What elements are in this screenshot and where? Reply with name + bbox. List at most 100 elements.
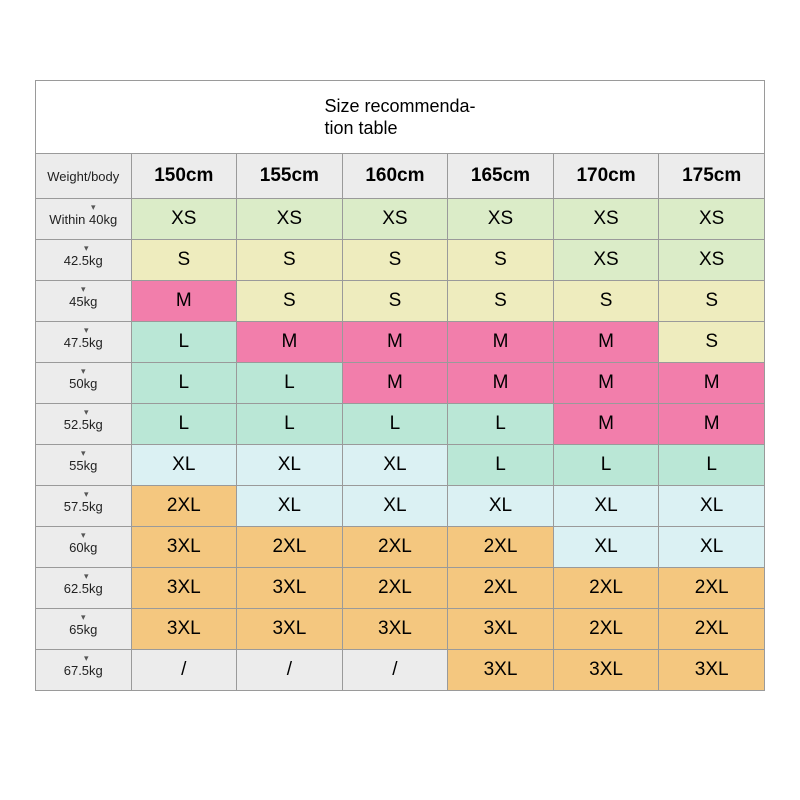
size-cell: 3XL [237, 609, 343, 650]
size-cell: S [448, 281, 554, 322]
size-cell: S [659, 281, 765, 322]
size-cell: S [553, 281, 659, 322]
table-row: 42.5kg▾ S S S S XS XS [36, 240, 765, 281]
row-label: 57.5kg▾ [36, 486, 132, 527]
size-cell: S [342, 240, 448, 281]
size-cell: L [448, 445, 554, 486]
size-cell: M [659, 404, 765, 445]
size-cell: M [342, 322, 448, 363]
size-cell: L [237, 404, 343, 445]
size-cell: 2XL [659, 568, 765, 609]
size-cell: 3XL [131, 527, 237, 568]
size-cell: S [237, 281, 343, 322]
table-row: 65kg▾ 3XL 3XL 3XL 3XL 2XL 2XL [36, 609, 765, 650]
col-header: 155cm [237, 154, 343, 199]
size-cell: 2XL [553, 568, 659, 609]
size-cell: S [448, 240, 554, 281]
size-cell: L [553, 445, 659, 486]
size-cell: XL [659, 486, 765, 527]
size-cell: L [131, 404, 237, 445]
size-cell: M [553, 322, 659, 363]
size-cell: XS [131, 199, 237, 240]
table-row: 60kg▾ 3XL 2XL 2XL 2XL XL XL [36, 527, 765, 568]
size-cell: XS [553, 199, 659, 240]
size-cell: L [659, 445, 765, 486]
table-row: Within 40kg▾ XS XS XS XS XS XS [36, 199, 765, 240]
row-label: Within 40kg▾ [36, 199, 132, 240]
size-cell: M [448, 322, 554, 363]
size-cell: / [131, 650, 237, 691]
size-cell: 3XL [659, 650, 765, 691]
row-label: 55kg▾ [36, 445, 132, 486]
size-cell: XL [237, 445, 343, 486]
size-recommendation-table: Size recommenda-tion table Weight/body 1… [35, 80, 765, 691]
size-cell: L [237, 363, 343, 404]
header-row: Weight/body 150cm 155cm 160cm 165cm 170c… [36, 154, 765, 199]
size-cell: XL [553, 486, 659, 527]
size-cell: M [553, 363, 659, 404]
row-label: 42.5kg▾ [36, 240, 132, 281]
size-cell: / [237, 650, 343, 691]
size-cell: XS [448, 199, 554, 240]
table-title: Size recommenda-tion table [36, 81, 765, 154]
size-cell: 3XL [131, 568, 237, 609]
col-header: 170cm [553, 154, 659, 199]
size-cell: XS [237, 199, 343, 240]
size-cell: 3XL [237, 568, 343, 609]
size-cell: XL [237, 486, 343, 527]
size-cell: S [237, 240, 343, 281]
size-cell: 3XL [448, 609, 554, 650]
table-row: 50kg▾ L L M M M M [36, 363, 765, 404]
size-cell: 3XL [342, 609, 448, 650]
row-label: 62.5kg▾ [36, 568, 132, 609]
size-cell: M [237, 322, 343, 363]
size-cell: 2XL [342, 527, 448, 568]
size-cell: S [342, 281, 448, 322]
size-cell: M [131, 281, 237, 322]
table-row: 57.5kg▾ 2XL XL XL XL XL XL [36, 486, 765, 527]
size-cell: 2XL [342, 568, 448, 609]
size-cell: S [659, 322, 765, 363]
size-cell: XS [553, 240, 659, 281]
table-row: 55kg▾ XL XL XL L L L [36, 445, 765, 486]
size-cell: 3XL [131, 609, 237, 650]
row-label: 45kg▾ [36, 281, 132, 322]
size-cell: XL [659, 527, 765, 568]
size-cell: XL [131, 445, 237, 486]
size-cell: 2XL [448, 527, 554, 568]
size-cell: L [131, 322, 237, 363]
size-cell: 2XL [553, 609, 659, 650]
size-cell: 2XL [131, 486, 237, 527]
size-cell: M [448, 363, 554, 404]
size-cell: XS [342, 199, 448, 240]
col-header: 150cm [131, 154, 237, 199]
size-cell: XS [659, 240, 765, 281]
row-label: 67.5kg▾ [36, 650, 132, 691]
table-row: 67.5kg▾ / / / 3XL 3XL 3XL [36, 650, 765, 691]
size-cell: XL [342, 445, 448, 486]
col-header: 165cm [448, 154, 554, 199]
row-label: 52.5kg▾ [36, 404, 132, 445]
table-row: 52.5kg▾ L L L L M M [36, 404, 765, 445]
size-cell: M [553, 404, 659, 445]
table-row: 62.5kg▾ 3XL 3XL 2XL 2XL 2XL 2XL [36, 568, 765, 609]
row-label: 47.5kg▾ [36, 322, 132, 363]
size-cell: 2XL [659, 609, 765, 650]
size-cell: L [342, 404, 448, 445]
size-cell: 2XL [237, 527, 343, 568]
row-label: 60kg▾ [36, 527, 132, 568]
table-row: 47.5kg▾ L M M M M S [36, 322, 765, 363]
size-cell: XL [553, 527, 659, 568]
size-cell: L [131, 363, 237, 404]
size-cell: XL [448, 486, 554, 527]
size-cell: XS [659, 199, 765, 240]
row-label: 65kg▾ [36, 609, 132, 650]
corner-header: Weight/body [36, 154, 132, 199]
size-cell: 2XL [448, 568, 554, 609]
size-cell: M [659, 363, 765, 404]
size-cell: 3XL [448, 650, 554, 691]
title-row: Size recommenda-tion table [36, 81, 765, 154]
size-cell: 3XL [553, 650, 659, 691]
size-cell: XL [342, 486, 448, 527]
size-cell: S [131, 240, 237, 281]
